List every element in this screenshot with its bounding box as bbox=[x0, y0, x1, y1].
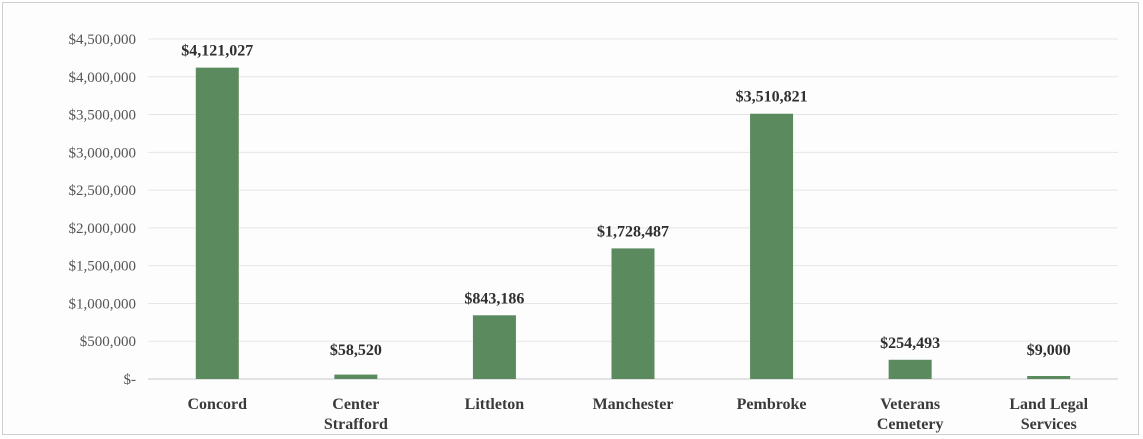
bar bbox=[334, 374, 378, 379]
data-label: $58,520 bbox=[330, 342, 382, 359]
bar bbox=[611, 248, 655, 379]
category-label: Land Legal Services bbox=[1009, 396, 1088, 433]
category-label: Concord bbox=[188, 396, 248, 413]
bar bbox=[888, 359, 932, 379]
category-label: Center Strafford bbox=[324, 396, 388, 433]
category-label: Manchester bbox=[593, 396, 674, 413]
data-label: $254,493 bbox=[880, 335, 940, 352]
y-tick-label: $- bbox=[124, 372, 137, 388]
data-labels: $4,121,027 $58,520 $843,186 $1,728,487 $3,51… bbox=[181, 43, 1070, 359]
y-tick-label: $1,500,000 bbox=[69, 259, 137, 275]
y-tick-label: $3,000,000 bbox=[69, 145, 137, 161]
bar bbox=[195, 67, 239, 379]
y-tick-label: $500,000 bbox=[80, 334, 136, 350]
category-label: Littleton bbox=[465, 396, 525, 413]
y-tick-label: $2,000,000 bbox=[69, 221, 137, 237]
y-tick-label: $4,500,000 bbox=[69, 32, 137, 48]
y-tick-label: $3,500,000 bbox=[69, 108, 137, 124]
data-label: $3,510,821 bbox=[736, 89, 808, 106]
y-tick-label: $2,500,000 bbox=[69, 183, 137, 199]
y-tick-label: $1,000,000 bbox=[69, 296, 137, 312]
bar bbox=[1027, 376, 1071, 379]
category-label: Veterans Cemetery bbox=[877, 396, 944, 433]
data-label: $1,728,487 bbox=[597, 223, 669, 240]
bars bbox=[195, 67, 1071, 379]
y-axis-ticks: $- $500,000 $1,000,000 $1,500,000 $2,000,000… bbox=[69, 32, 137, 388]
data-label: $843,186 bbox=[464, 290, 524, 307]
gridlines bbox=[148, 38, 1118, 380]
bar bbox=[472, 315, 516, 379]
category-label: Pembroke bbox=[737, 396, 807, 413]
x-axis-categories: Concord Center Strafford Littleton Mancheste… bbox=[188, 396, 1089, 433]
y-tick-label: $4,000,000 bbox=[69, 70, 137, 86]
bar bbox=[750, 113, 794, 379]
data-label: $9,000 bbox=[1027, 342, 1071, 359]
data-label: $4,121,027 bbox=[181, 43, 253, 60]
